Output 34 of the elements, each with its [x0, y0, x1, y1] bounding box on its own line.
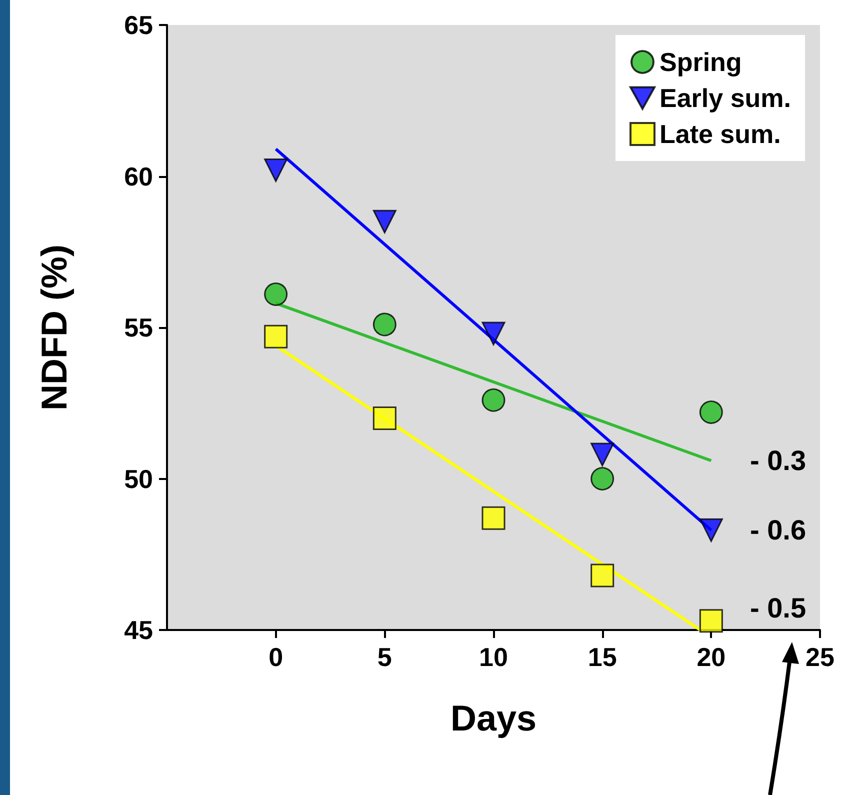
x-tick-label: 20 — [696, 642, 726, 672]
x-tick-label: 0 — [268, 642, 284, 672]
point — [372, 406, 396, 430]
y-axis-title: NDFD (%) — [34, 244, 74, 410]
x-tick-label: 5 — [377, 642, 392, 672]
point — [590, 467, 614, 490]
legend-label: Spring — [659, 47, 742, 77]
point — [482, 322, 506, 346]
point — [699, 400, 723, 424]
legend-label: Late sum. — [659, 119, 781, 149]
x-tick-label: 25 — [806, 642, 834, 672]
x-tick-label: 15 — [588, 642, 617, 672]
point — [372, 312, 396, 336]
point — [264, 324, 288, 348]
y-tick-label: 55 — [124, 312, 153, 342]
point — [264, 282, 288, 306]
point — [590, 442, 614, 466]
y-tick-label: 45 — [124, 615, 153, 645]
annotation: - 0.5 — [750, 592, 806, 624]
annotation: - 0.3 — [750, 445, 806, 476]
x-axis-title: Days — [450, 698, 537, 738]
point — [590, 564, 614, 588]
y-tick-label: 65 — [124, 10, 153, 40]
legend-label: Early sum. — [659, 83, 792, 113]
point — [482, 388, 506, 412]
annotation: - 0.6 — [750, 514, 806, 546]
point — [699, 609, 723, 633]
x-tick-label: 10 — [479, 642, 508, 672]
point — [372, 210, 396, 234]
y-tick-label: 60 — [124, 161, 153, 192]
point — [482, 506, 506, 530]
point — [264, 158, 288, 182]
y-tick-label: 50 — [124, 464, 153, 494]
point — [699, 518, 723, 542]
